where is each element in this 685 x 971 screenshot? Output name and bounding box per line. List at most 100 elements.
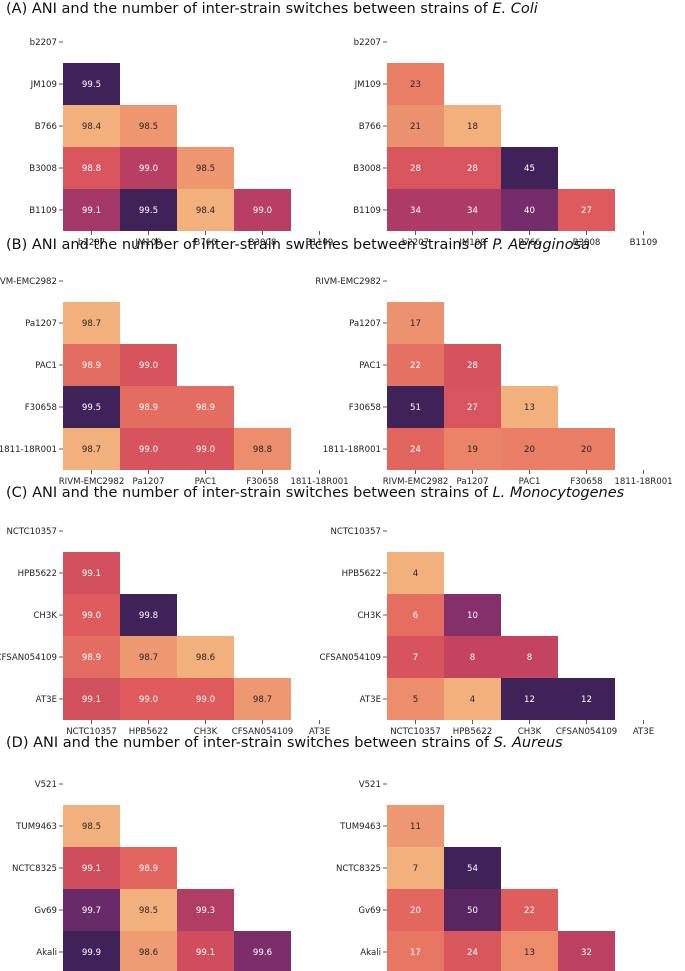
heatmap-a-switches: 23 21 18 28 28 45 34 34 40 27 b2207 JM109 B766 B3008 B… — [353, 38, 657, 248]
heatmap-cell — [387, 386, 444, 428]
cell-value-label: 98.7 — [139, 653, 158, 663]
cell-value-label: 98.6 — [139, 948, 158, 958]
y-tick-label: NCTC8325 — [336, 864, 381, 874]
heatmap-cell — [63, 386, 120, 428]
x-tick-label: F30658 — [570, 477, 602, 487]
x-tick-label: NCTC10357 — [66, 727, 117, 737]
cell-value-label: 20 — [524, 445, 535, 455]
heatmap-cell — [63, 931, 120, 971]
y-tick-label: CH3K — [33, 611, 57, 621]
x-tick-label: 1811-18R001 — [614, 477, 672, 487]
y-tick-label: CFSAN054109 — [0, 653, 57, 663]
y-tick-label: V521 — [359, 780, 381, 790]
y-tick-label: b2207 — [30, 38, 57, 48]
cell-value-label: 40 — [524, 206, 535, 216]
x-tick-label: HPB5622 — [129, 727, 168, 737]
cell-value-label: 99.5 — [139, 206, 158, 216]
y-tick-label: Akali — [360, 948, 381, 958]
heatmap-cell — [387, 931, 444, 971]
heatmap-cell — [177, 678, 234, 720]
y-tick-label: 1811-18R001 — [0, 445, 57, 455]
y-tick-label: NCTC10357 — [6, 527, 57, 537]
y-tick-label: TUM9463 — [15, 822, 57, 832]
cell-value-label: 99.0 — [139, 445, 158, 455]
heatmap-cell — [444, 428, 501, 470]
cell-value-label: 98.4 — [196, 206, 215, 216]
heatmap-cell — [444, 386, 501, 428]
heatmap-cell — [387, 678, 444, 720]
heatmap-cell — [387, 805, 444, 847]
x-tick-label: HPB5622 — [453, 727, 492, 737]
heatmap-cell — [120, 428, 177, 470]
heatmap-cell — [387, 344, 444, 386]
cell-value-label: 8 — [470, 653, 475, 663]
cell-value-label: 98.5 — [139, 122, 158, 132]
cell-value-label: 99.1 — [82, 206, 101, 216]
cell-value-label: 4 — [413, 569, 418, 579]
x-tick-label: B766 — [194, 238, 216, 248]
heatmap-cell — [387, 302, 444, 344]
cell-value-label: 99.5 — [82, 80, 101, 90]
cell-value-label: 99.6 — [253, 948, 272, 958]
heatmap-cell — [120, 678, 177, 720]
cell-value-label: 13 — [524, 403, 535, 413]
heatmap-cell — [120, 386, 177, 428]
cell-value-label: 99.3 — [196, 906, 215, 916]
heatmap-cell — [63, 344, 120, 386]
heatmap-cell — [501, 428, 558, 470]
heatmap-cell — [120, 847, 177, 889]
heatmap-cell — [387, 636, 444, 678]
heatmap-cell — [387, 63, 444, 105]
heatmap-d-switches: 11 7 54 20 50 22 17 24 13 32 V521 TUM9463 NCTC8325 Gv… — [336, 780, 615, 971]
y-tick-label: PAC1 — [359, 361, 381, 371]
x-tick-label: B766 — [518, 238, 540, 248]
cell-value-label: 19 — [467, 445, 478, 455]
cell-value-label: 99.1 — [82, 569, 101, 579]
heatmap-cell — [387, 889, 444, 931]
cell-value-label: 99.1 — [196, 948, 215, 958]
cell-value-label: 34 — [467, 206, 478, 216]
cell-value-label: 27 — [581, 206, 592, 216]
heatmap-cell — [63, 594, 120, 636]
y-tick-label: HPB5622 — [342, 569, 381, 579]
heatmap-cell — [63, 636, 120, 678]
heatmap-cell — [558, 931, 615, 971]
cell-value-label: 98.8 — [253, 445, 272, 455]
heatmap-cell — [234, 678, 291, 720]
heatmap-cell — [444, 636, 501, 678]
cell-value-label: 17 — [410, 319, 421, 329]
cell-value-label: 98.9 — [139, 403, 158, 413]
cell-value-label: 22 — [410, 361, 421, 371]
cell-value-label: 99.0 — [139, 164, 158, 174]
cell-value-label: 99.0 — [196, 445, 215, 455]
heatmap-a-ani: 99.5 98.4 98.5 98.8 99.0 98.5 99.1 99.5 98.4 99.0… — [29, 38, 333, 248]
cell-value-label: 98.9 — [82, 653, 101, 663]
heatmap-cell — [387, 552, 444, 594]
heatmap-cell — [558, 189, 615, 231]
cell-value-label: 12 — [524, 695, 535, 705]
heatmap-cell — [120, 889, 177, 931]
y-tick-label: NCTC10357 — [330, 527, 381, 537]
cell-value-label: 10 — [467, 611, 478, 621]
heatmap-cell — [501, 189, 558, 231]
cell-value-label: 98.5 — [82, 822, 101, 832]
heatmap-cell — [120, 147, 177, 189]
heatmap-cell — [177, 931, 234, 971]
x-tick-label: Pa1207 — [133, 477, 165, 487]
y-tick-label: 1811-18R001 — [323, 445, 381, 455]
panel-title-a: (A) ANI and the number of inter-strain s… — [6, 1, 538, 17]
cell-value-label: 98.5 — [139, 906, 158, 916]
cell-value-label: 51 — [410, 403, 421, 413]
heatmap-c-ani: 99.1 99.0 99.8 98.9 98.7 98.6 99.1 99.0 99.0 98.7… — [0, 527, 330, 737]
heatmap-c-switches: 4 6 10 7 8 8 5 4 12 12 NCTC10357 HPB5622 CH3K CFSAN05… — [319, 527, 654, 737]
heatmap-cell — [63, 105, 120, 147]
heatmap-cell — [501, 931, 558, 971]
heatmap-cell — [177, 889, 234, 931]
y-tick-label: b2207 — [354, 38, 381, 48]
heatmap-cell — [120, 105, 177, 147]
x-tick-label: JM109 — [134, 238, 161, 248]
x-tick-label: PAC1 — [519, 477, 541, 487]
heatmap-b-ani: 98.7 98.9 99.0 99.5 98.9 98.9 98.7 99.0 99.0 98.8… — [0, 277, 349, 487]
cell-value-label: 99.0 — [139, 695, 158, 705]
x-tick-label: 1811-18R001 — [290, 477, 348, 487]
